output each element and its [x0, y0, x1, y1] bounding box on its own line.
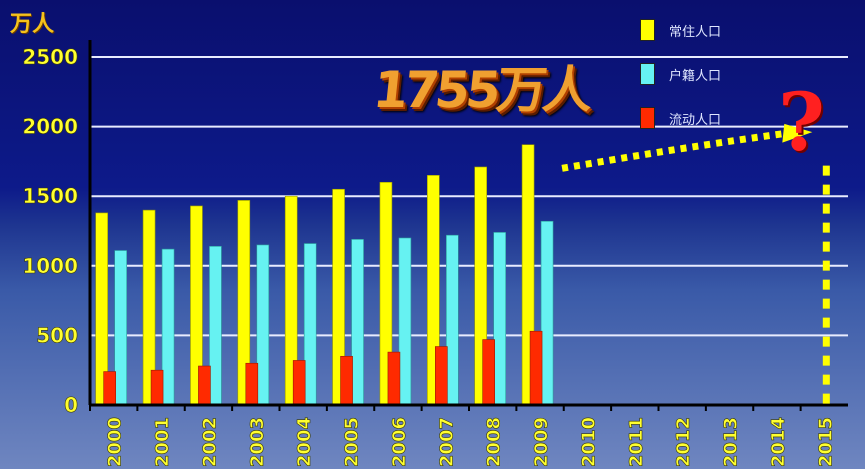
- x-tick-label: 2002: [199, 417, 220, 467]
- x-tick-label: 2011: [626, 417, 647, 467]
- bar: [493, 232, 506, 406]
- x-tick-label: 2001: [152, 417, 173, 467]
- legend-item: 常住人口: [640, 18, 721, 42]
- legend-swatch-red: [640, 107, 655, 129]
- x-tick-label: 2004: [294, 417, 315, 467]
- bar: [446, 234, 459, 406]
- bar: [482, 339, 495, 406]
- y-tick-label: 1000: [22, 254, 78, 278]
- bar: [256, 244, 270, 406]
- bar: [540, 220, 554, 406]
- bar: [114, 250, 127, 406]
- y-tick-label: 500: [36, 323, 78, 347]
- arrow-head-icon: [782, 123, 813, 143]
- x-tick-label: 2013: [721, 417, 742, 467]
- bar: [103, 371, 116, 406]
- legend-label: 流动人口: [669, 112, 722, 128]
- projection-arrow-line: [561, 130, 785, 172]
- x-tick-label: 2008: [484, 417, 505, 467]
- bar: [161, 248, 175, 406]
- y-tick-label: 2000: [22, 115, 78, 139]
- x-tick-label: 2000: [105, 417, 126, 467]
- legend-swatch-yellow: [640, 19, 655, 41]
- bar: [340, 355, 353, 406]
- legend-label: 常住人口: [669, 24, 722, 40]
- x-tick-label: 2014: [768, 417, 789, 467]
- x-tick-label: 2010: [578, 417, 599, 467]
- projection-callout: 1755万人: [370, 61, 592, 119]
- bar: [150, 369, 164, 406]
- y-tick-label: 1500: [22, 184, 78, 208]
- y-tick-label: 0: [64, 393, 78, 417]
- bar: [351, 239, 364, 406]
- x-axis-ticks: 2000 2001 2002 2003 2004 2005 2006 2007 2008 2009…: [89, 405, 837, 467]
- legend: 常住人口 户籍人口 流动人口: [640, 18, 721, 150]
- bars: [95, 144, 554, 406]
- bar: [245, 362, 259, 406]
- bar: [303, 243, 317, 406]
- legend-item: 流动人口: [640, 106, 721, 130]
- y-tick-label: 2500: [22, 45, 78, 69]
- x-tick-label: 2007: [436, 417, 457, 467]
- legend-swatch-cyan: [640, 63, 655, 85]
- legend-label: 户籍人口: [669, 68, 722, 84]
- bar: [435, 346, 448, 406]
- bar: [529, 330, 543, 406]
- x-tick-label: 2005: [342, 417, 363, 467]
- x-tick-label: 2012: [673, 417, 694, 467]
- legend-item: 户籍人口: [640, 62, 721, 86]
- projection-annotation: [561, 123, 830, 405]
- bar: [198, 365, 211, 406]
- bar: [292, 360, 306, 406]
- y-axis-unit-label: 万人: [10, 12, 55, 37]
- x-tick-label: 2009: [531, 417, 552, 467]
- bar: [387, 351, 401, 406]
- x-tick-label: 2015: [815, 417, 836, 467]
- x-tick-label: 2003: [247, 417, 268, 467]
- question-mark-icon: ?: [778, 75, 825, 169]
- y-axis-ticks: 0 500 1000 1500 2000 2500: [22, 45, 78, 418]
- x-tick-label: 2006: [389, 417, 410, 467]
- bar: [209, 246, 222, 406]
- bar: [398, 237, 412, 406]
- axes: [88, 40, 848, 407]
